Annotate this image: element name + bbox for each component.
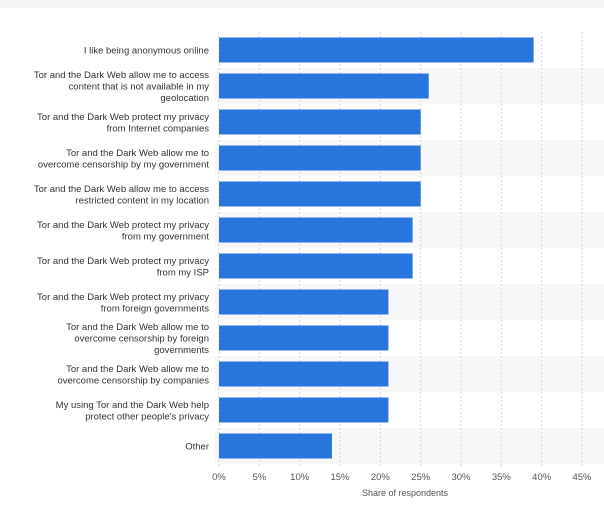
category-label-line: Tor and the Dark Web protect my privacy bbox=[37, 292, 209, 303]
category-label-line: from foreign governments bbox=[101, 303, 209, 314]
x-tick-label: 40% bbox=[532, 472, 552, 483]
category-label-line: overcome censorship by companies bbox=[57, 375, 209, 386]
top-strip bbox=[0, 0, 604, 8]
category-label-line: I like being anonymous online bbox=[84, 46, 209, 57]
category-label: Tor and the Dark Web allow me to overcome… bbox=[66, 322, 209, 356]
x-tick-label: 35% bbox=[492, 472, 512, 483]
x-tick-label: 20% bbox=[371, 472, 391, 483]
category-label: Tor and the Dark Web allow me to overcome… bbox=[38, 148, 209, 171]
x-tick-label: 5% bbox=[252, 472, 266, 483]
x-tick-label: 45% bbox=[572, 472, 592, 483]
bar bbox=[219, 325, 389, 351]
category-label-line: overcome censorship by foreign bbox=[74, 334, 209, 345]
bar bbox=[219, 73, 429, 99]
x-tick-labels: 0% 5% 10% 15% 20% 25% 30% 35% 40% 45% bbox=[212, 472, 592, 483]
category-label-line: from my ISP bbox=[157, 267, 209, 278]
category-labels: I like being anonymous online Tor and the… bbox=[34, 46, 209, 453]
x-tick-label: 10% bbox=[290, 472, 310, 483]
category-label: Tor and the Dark Web protect my privacy f… bbox=[37, 220, 209, 243]
x-tick-label: 15% bbox=[330, 472, 350, 483]
category-label: Tor and the Dark Web allow me to access r… bbox=[34, 184, 209, 207]
category-label: Other bbox=[185, 442, 209, 453]
category-label: Tor and the Dark Web allow me to access c… bbox=[34, 70, 209, 104]
bar bbox=[219, 109, 421, 135]
category-label-line: Tor and the Dark Web protect my privacy bbox=[37, 112, 209, 123]
bar bbox=[219, 253, 413, 279]
gridlines bbox=[218, 32, 583, 468]
category-label-line: protect other people's privacy bbox=[85, 411, 209, 422]
category-label-line: Other bbox=[185, 442, 209, 453]
category-label-line: geolocation bbox=[160, 93, 209, 104]
category-label: Tor and the Dark Web protect my privacy f… bbox=[37, 112, 209, 135]
category-label-line: from Internet companies bbox=[107, 123, 210, 134]
bar bbox=[219, 289, 389, 315]
x-axis-title: Share of respondents bbox=[362, 488, 449, 498]
category-label-line: Tor and the Dark Web allow me to bbox=[66, 148, 209, 159]
category-label: I like being anonymous online bbox=[84, 46, 209, 57]
bar bbox=[219, 361, 389, 387]
category-label-line: overcome censorship by my government bbox=[38, 159, 209, 170]
bars bbox=[219, 37, 534, 459]
category-label-line: Tor and the Dark Web allow me to bbox=[66, 364, 209, 375]
category-label-line: content that is not available in my bbox=[69, 82, 210, 93]
bar bbox=[219, 145, 421, 171]
category-label-line: from my government bbox=[122, 231, 209, 242]
x-tick-label: 30% bbox=[451, 472, 471, 483]
bar bbox=[219, 181, 421, 207]
category-label: Tor and the Dark Web protect my privacy f… bbox=[37, 256, 209, 279]
category-label-line: governments bbox=[154, 345, 209, 356]
category-label-line: Tor and the Dark Web protect my privacy bbox=[37, 220, 209, 231]
bar bbox=[219, 433, 332, 459]
category-label: Tor and the Dark Web allow me to overcome… bbox=[57, 364, 209, 387]
category-label-line: Tor and the Dark Web protect my privacy bbox=[37, 256, 209, 267]
x-tick-label: 0% bbox=[212, 472, 226, 483]
category-label: Tor and the Dark Web protect my privacy f… bbox=[37, 292, 209, 315]
category-label-line: restricted content in my location bbox=[75, 195, 209, 206]
bar bbox=[219, 397, 389, 423]
bar bbox=[219, 37, 534, 63]
x-tick-label: 25% bbox=[411, 472, 431, 483]
category-label-line: My using Tor and the Dark Web help bbox=[56, 400, 209, 411]
bar bbox=[219, 217, 413, 243]
category-label-line: Tor and the Dark Web allow me to bbox=[66, 322, 209, 333]
category-label-line: Tor and the Dark Web allow me to access bbox=[34, 70, 209, 81]
category-label: My using Tor and the Dark Web help protec… bbox=[56, 400, 210, 423]
category-label-line: Tor and the Dark Web allow me to access bbox=[34, 184, 209, 195]
